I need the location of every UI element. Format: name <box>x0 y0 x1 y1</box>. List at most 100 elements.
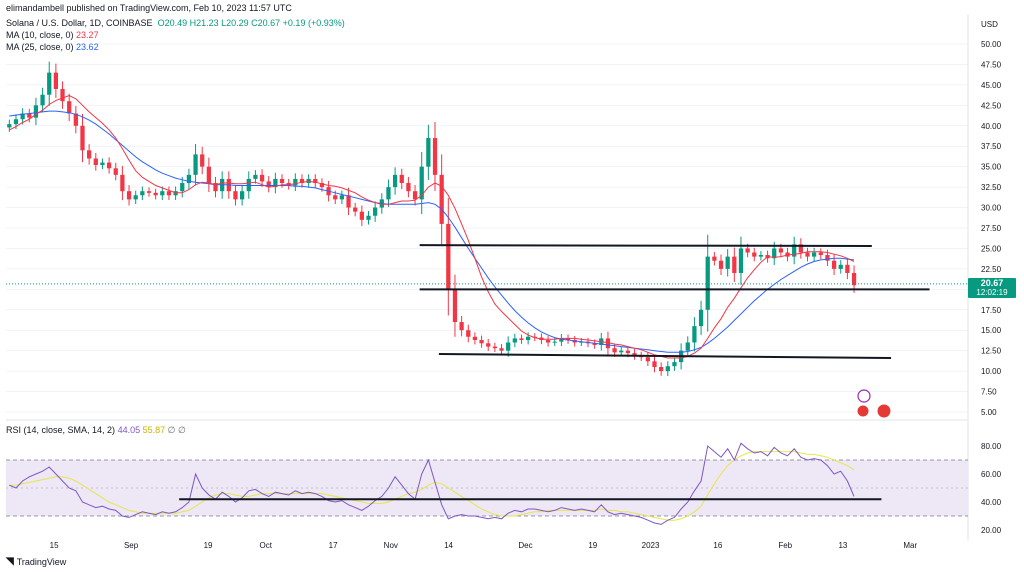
candle-body <box>87 150 92 159</box>
candle-body <box>339 195 345 200</box>
candle-body <box>120 174 125 192</box>
candle-body <box>565 338 571 341</box>
candle-body <box>778 248 784 253</box>
candle-body <box>798 244 803 253</box>
candle-body <box>426 138 431 167</box>
candle-body <box>486 343 491 347</box>
candle-body <box>259 174 265 182</box>
candle-body <box>67 101 72 114</box>
candle-body <box>73 113 78 126</box>
candle-body <box>399 174 404 184</box>
candle-body <box>146 191 152 193</box>
candle-body <box>831 260 837 269</box>
bar-countdown: 12:02:19 <box>976 288 1008 297</box>
price-tick-label: 35.00 <box>981 163 1002 172</box>
candle-body <box>738 248 744 273</box>
price-tick-label: 27.50 <box>981 224 1002 233</box>
publisher-text: elimandambell published on TradingView.c… <box>6 3 292 13</box>
candle-body <box>13 119 19 125</box>
rsi-tick-label: 80.00 <box>981 442 1002 451</box>
currency-label: USD <box>981 20 998 29</box>
candle-body <box>193 154 198 175</box>
candle-body <box>47 72 52 95</box>
price-tick-label: 12.50 <box>981 347 1002 356</box>
time-tick-label: Nov <box>384 541 398 550</box>
us-flag-icon <box>876 403 892 419</box>
candle-body <box>206 166 211 184</box>
candle-body <box>712 256 717 261</box>
rsi-tick-label: 20.00 <box>981 526 1002 535</box>
candle-body <box>612 348 617 353</box>
symbol-line: Solana / U.S. Dollar, 1D, COINBASE O20.4… <box>6 18 345 28</box>
price-tick-label: 32.50 <box>981 183 1002 192</box>
candle-body <box>113 168 118 175</box>
candle-body <box>60 88 65 102</box>
rsi-value: 44.05 <box>117 425 141 435</box>
ma25-label[interactable]: MA (25, close, 0) <box>6 42 74 52</box>
candle-body <box>825 254 830 261</box>
candle-body <box>432 138 438 175</box>
candle-body <box>452 289 458 323</box>
candle-body <box>273 178 278 188</box>
time-tick-label: 15 <box>50 541 59 550</box>
candle-body <box>419 166 424 200</box>
tradingview-logo-icon: ◥ <box>6 556 14 567</box>
candle-body <box>7 124 12 128</box>
time-tick-label: Dec <box>518 541 532 550</box>
candle-body <box>20 113 25 120</box>
candle-body <box>526 336 531 341</box>
ma25-line <box>9 110 855 353</box>
rsi-label[interactable]: RSI (14, close, SMA, 14, 2) <box>6 425 116 435</box>
symbol-title[interactable]: Solana / U.S. Dollar, 1D, COINBASE <box>6 18 153 28</box>
candle-body <box>592 343 597 345</box>
time-tick-label: Sep <box>124 541 139 550</box>
candle-body <box>319 183 325 188</box>
candle-body <box>406 183 411 192</box>
candle-body <box>166 191 172 196</box>
candle-body <box>745 248 750 253</box>
candle-body <box>27 113 32 118</box>
price-tick-label: 37.50 <box>981 142 1002 151</box>
candle-body <box>213 183 218 192</box>
candle-body <box>479 340 484 344</box>
candle-body <box>412 191 418 200</box>
ma10-line <box>9 94 855 359</box>
candle-body <box>732 256 737 273</box>
candle-body <box>692 326 697 343</box>
time-tick-label: Feb <box>778 541 792 550</box>
candle-body <box>293 178 298 186</box>
candle-body <box>845 264 850 273</box>
ma25-value: 23.62 <box>76 42 99 52</box>
last-price-tag: 20.67 12:02:19 <box>968 278 1016 298</box>
candle-body <box>605 338 611 349</box>
candle-body <box>818 252 823 255</box>
candle-body <box>718 260 724 269</box>
candle-body <box>313 178 318 184</box>
ma25-legend: MA (25, close, 0) 23.62 <box>6 42 99 52</box>
candle-body <box>772 248 777 259</box>
candle-body <box>299 178 305 184</box>
time-tick-label: 19 <box>204 541 213 550</box>
price-tick-label: 50.00 <box>981 40 1002 49</box>
candle-body <box>266 181 271 188</box>
candle-body <box>386 187 391 200</box>
candle-body <box>93 158 98 166</box>
publisher-line: elimandambell published on TradingView.c… <box>6 3 292 13</box>
candle-body <box>333 195 338 200</box>
ma10-label[interactable]: MA (10, close, 0) <box>6 30 74 40</box>
candle-body <box>645 357 650 362</box>
candle-body <box>366 215 371 220</box>
rsi-line <box>9 442 855 525</box>
candle-body <box>392 174 398 188</box>
time-tick-label: 17 <box>329 541 338 550</box>
price-tick-label: 10.00 <box>981 367 1002 376</box>
candle-body <box>812 252 817 257</box>
candle-body <box>652 361 657 368</box>
rsi-legend: RSI (14, close, SMA, 14, 2) 44.05 55.87 … <box>6 425 186 436</box>
candle-body <box>792 244 797 257</box>
candle-body <box>279 178 285 184</box>
candle-body <box>665 366 670 372</box>
brand[interactable]: ◥ TradingView <box>6 556 66 567</box>
candle-body <box>346 195 351 208</box>
